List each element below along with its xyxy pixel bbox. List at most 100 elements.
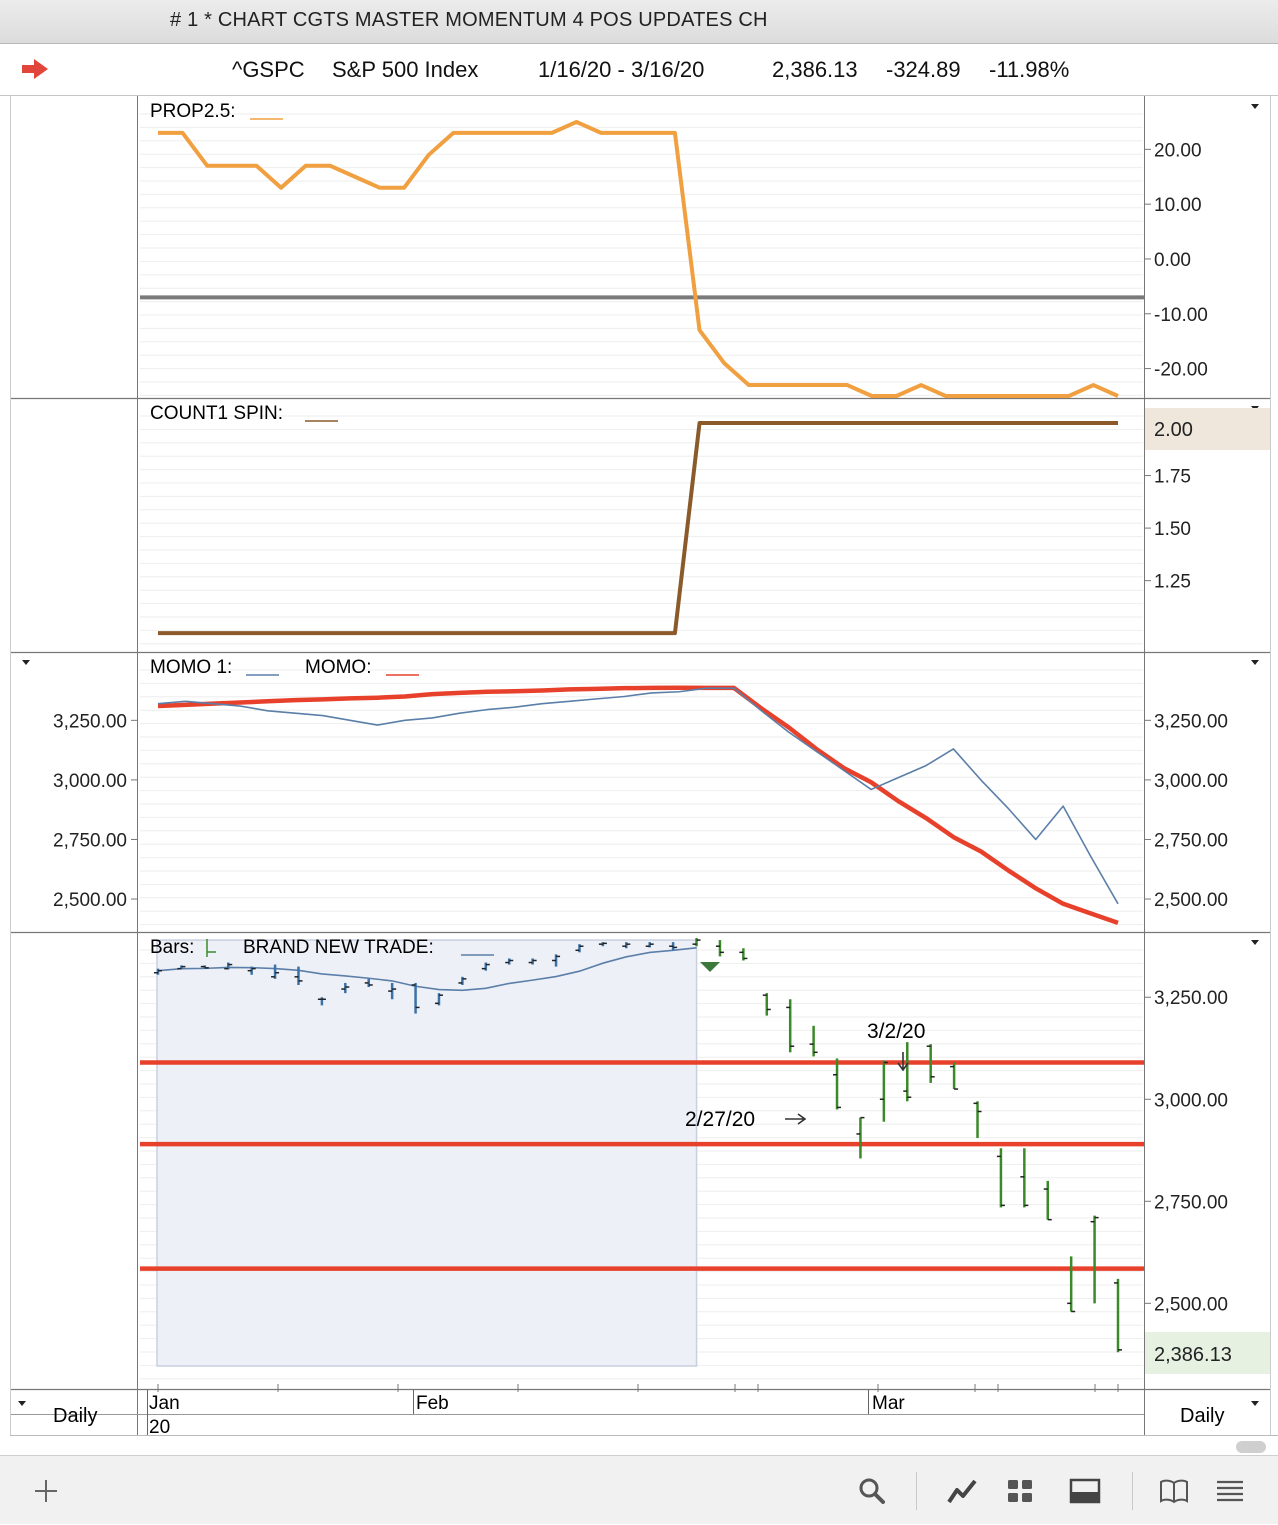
x-label-year: 20 bbox=[149, 1417, 170, 1438]
menu-list-icon[interactable] bbox=[1206, 1456, 1254, 1525]
price-bar bbox=[271, 964, 280, 979]
momo1-series-line bbox=[157, 687, 1119, 905]
symbol-ticker: ^GSPC bbox=[232, 57, 305, 82]
count-last-value-box bbox=[1145, 408, 1270, 450]
momo-y-tick-right: 2,500.00 bbox=[1154, 890, 1228, 911]
add-plus-icon[interactable] bbox=[22, 1456, 70, 1525]
price-bar bbox=[669, 942, 678, 951]
x-label-jan: Jan bbox=[149, 1393, 180, 1414]
chart-line-icon[interactable] bbox=[938, 1456, 986, 1525]
price-bar bbox=[879, 1060, 888, 1122]
horizontal-scroll-thumb[interactable] bbox=[1236, 1441, 1266, 1453]
bars-y-tick: 2,500.00 bbox=[1154, 1294, 1228, 1315]
price-bar bbox=[903, 1042, 912, 1102]
pane-menu-icon[interactable] bbox=[1251, 940, 1259, 945]
pane-menu-icon[interactable] bbox=[1251, 104, 1259, 109]
date-range: 1/16/20 - 3/16/20 bbox=[538, 57, 705, 82]
bars-y-tick: 3,250.00 bbox=[1154, 988, 1228, 1009]
brand-new-trade-label: BRAND NEW TRADE: bbox=[243, 937, 434, 958]
momo-y-tick-left: 3,250.00 bbox=[53, 711, 127, 732]
price-bar bbox=[598, 942, 607, 947]
price-bar bbox=[528, 958, 537, 965]
price-bar bbox=[154, 968, 162, 975]
price-bar bbox=[434, 993, 443, 1006]
prop-y-tick: -20.00 bbox=[1154, 360, 1208, 381]
book-icon[interactable] bbox=[1150, 1456, 1198, 1525]
momo-series-line bbox=[157, 685, 1119, 925]
period-label-right[interactable]: Daily bbox=[1180, 1405, 1224, 1427]
count-y-tick: 1.50 bbox=[1154, 519, 1191, 540]
price-change-percent: -11.98% bbox=[989, 57, 1070, 82]
price-bar bbox=[458, 976, 467, 985]
trade-marker-icon bbox=[700, 962, 720, 972]
price-bar bbox=[177, 965, 186, 970]
grid-layout-icon[interactable] bbox=[996, 1456, 1044, 1525]
price-bar bbox=[224, 962, 233, 970]
bars-y-tick: 2,750.00 bbox=[1154, 1192, 1228, 1213]
x-label-mar: Mar bbox=[872, 1393, 905, 1414]
price-bar bbox=[294, 966, 303, 985]
panel-layout-icon[interactable] bbox=[1061, 1456, 1109, 1525]
price-bar bbox=[200, 965, 209, 969]
red-arrow-icon[interactable] bbox=[20, 57, 50, 86]
momo-y-tick-right: 2,750.00 bbox=[1154, 830, 1228, 851]
price-change: -324.89 bbox=[886, 57, 961, 82]
pane-menu-icon[interactable] bbox=[22, 660, 30, 665]
momo-y-tick-left: 2,500.00 bbox=[53, 890, 127, 911]
bars-last-value-box bbox=[1145, 1332, 1270, 1374]
price-bar bbox=[1114, 1278, 1122, 1353]
prop-y-tick: 0.00 bbox=[1154, 250, 1191, 271]
price-bar bbox=[1043, 1180, 1052, 1221]
count-y-tick: 1.75 bbox=[1154, 467, 1191, 488]
count-pane-label: COUNT1 SPIN: bbox=[150, 403, 283, 424]
period-menu-icon[interactable] bbox=[18, 1401, 26, 1406]
price-bar bbox=[856, 1116, 865, 1159]
price-bar bbox=[364, 978, 373, 988]
price-bar bbox=[341, 982, 350, 994]
count-last-value: 2.00 bbox=[1154, 419, 1193, 441]
bars-y-tick: 3,000.00 bbox=[1154, 1090, 1228, 1111]
trade-average-line bbox=[157, 946, 697, 992]
price-bar bbox=[481, 962, 490, 971]
momo-y-tick-left: 2,750.00 bbox=[53, 830, 127, 851]
chart-area[interactable]: 20.00 10.00 0.00 -10.00 -20.00 1.75 1.50 1.25 3,… bbox=[0, 96, 1278, 1455]
price-bar bbox=[388, 982, 397, 1000]
price-bar bbox=[833, 1058, 842, 1110]
window-title: # 1 * CHART CGTS MASTER MOMENTUM 4 POS U… bbox=[170, 9, 768, 31]
bars-last-value: 2,386.13 bbox=[1154, 1344, 1232, 1366]
price-bar bbox=[809, 1025, 818, 1057]
prop-pane-label: PROP2.5: bbox=[150, 101, 236, 122]
symbol-info-bar: ^GSPC S&P 500 Index 1/16/20 - 3/16/20 2,… bbox=[0, 44, 1278, 96]
momo1-pane-label: MOMO 1: bbox=[150, 657, 232, 678]
down-arrow-icon bbox=[897, 1052, 909, 1072]
price-bar bbox=[411, 982, 420, 1014]
momo-y-tick-right: 3,000.00 bbox=[1154, 771, 1228, 792]
price-bar bbox=[762, 993, 771, 1016]
price-bar bbox=[786, 999, 795, 1053]
price-bar bbox=[996, 1148, 1005, 1208]
price-bar bbox=[622, 942, 631, 949]
price-bar bbox=[247, 966, 256, 975]
price-bar bbox=[552, 954, 561, 967]
price-bar bbox=[1020, 1148, 1029, 1208]
price-bar bbox=[692, 938, 701, 947]
annotation-2-27-20: 2/27/20 bbox=[685, 1108, 755, 1131]
x-label-feb: Feb bbox=[416, 1393, 449, 1414]
window-titlebar: # 1 * CHART CGTS MASTER MOMENTUM 4 POS U… bbox=[0, 0, 1278, 44]
period-menu-icon[interactable] bbox=[1251, 1401, 1259, 1406]
price-bar bbox=[926, 1044, 935, 1083]
price-bar bbox=[739, 948, 748, 961]
count-y-tick: 1.25 bbox=[1154, 572, 1191, 593]
period-label-left[interactable]: Daily bbox=[53, 1405, 97, 1427]
price-bar bbox=[1067, 1256, 1076, 1313]
search-icon[interactable] bbox=[848, 1456, 896, 1525]
price-bar bbox=[950, 1062, 959, 1090]
prop-y-tick: 10.00 bbox=[1154, 195, 1202, 216]
price-bar bbox=[715, 940, 724, 957]
price-bar bbox=[317, 997, 326, 1006]
price-bar bbox=[1090, 1215, 1099, 1304]
prop-y-tick: -10.00 bbox=[1154, 305, 1208, 326]
count-series-line bbox=[158, 421, 1118, 636]
momo-y-tick-left: 3,000.00 bbox=[53, 771, 127, 792]
pane-menu-icon[interactable] bbox=[1251, 660, 1259, 665]
